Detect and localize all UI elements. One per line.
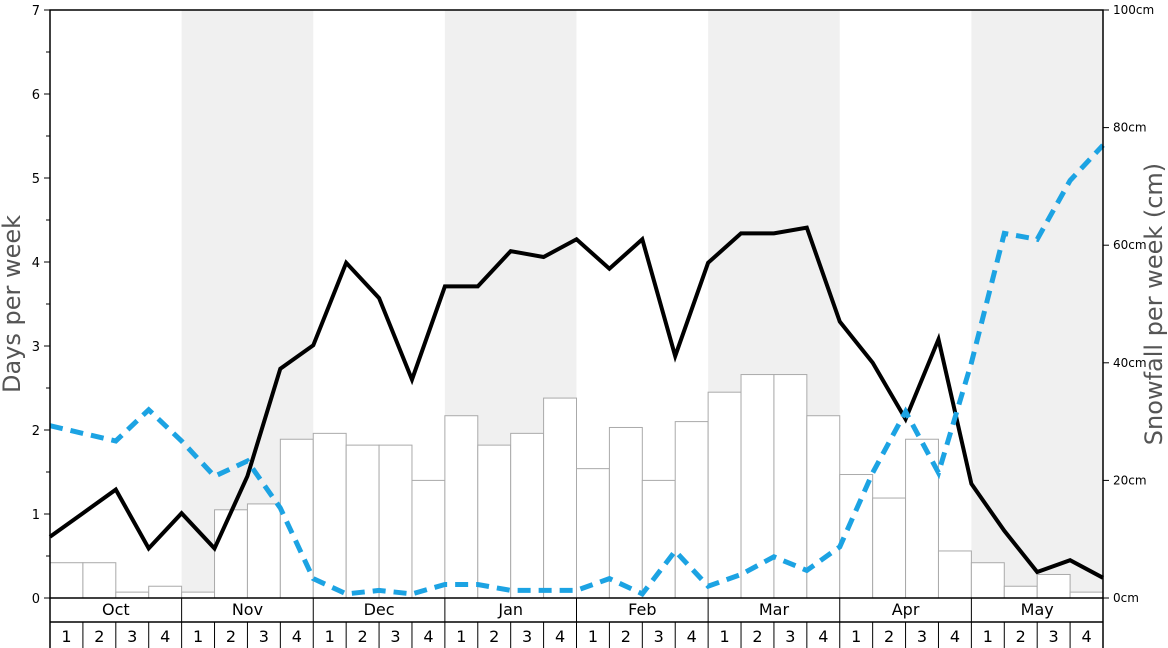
y-tick-label-left: 2 — [32, 424, 40, 439]
week-label: 2 — [621, 627, 631, 646]
bar-week-26 — [872, 497, 907, 599]
week-label: 1 — [719, 627, 729, 646]
week-label: 4 — [423, 627, 433, 646]
week-label: 3 — [917, 627, 927, 646]
y-tick-label-right: 60cm — [1113, 238, 1147, 252]
y-tick-label-right: 40cm — [1113, 356, 1147, 370]
bar-week-6 — [214, 509, 248, 599]
week-label: 1 — [456, 627, 466, 646]
bar-week-29 — [970, 562, 1005, 599]
bar-week-30 — [1003, 585, 1038, 599]
month-label-dec: Dec — [364, 600, 395, 619]
y-tick-label-left: 4 — [32, 256, 40, 271]
y-axis-title-right: Snowfall per week (cm) — [1140, 163, 1168, 445]
week-label: 3 — [390, 627, 400, 646]
bar-week-19 — [641, 479, 676, 599]
y-tick-label-right: 100cm — [1113, 3, 1154, 17]
bar-week-11 — [378, 444, 413, 599]
week-label: 1 — [983, 627, 993, 646]
month-label-apr: Apr — [892, 600, 920, 619]
weekly-bars — [49, 374, 1104, 599]
week-label: 2 — [489, 627, 499, 646]
y-tick-label-left: 0 — [32, 592, 40, 607]
bar-week-7 — [246, 503, 281, 599]
axis-labels: Days per week Snowfall per week (cm) — [0, 163, 1168, 445]
y-axis-title-left: Days per week — [0, 215, 26, 393]
week-label: 2 — [1016, 627, 1026, 646]
y-tick-label-left: 5 — [32, 172, 40, 187]
bar-week-20 — [674, 421, 709, 599]
bar-week-10 — [345, 444, 380, 599]
bar-week-5 — [181, 591, 216, 599]
week-label: 4 — [555, 627, 565, 646]
bar-week-16 — [543, 397, 577, 599]
week-label: 1 — [61, 627, 71, 646]
bar-week-4 — [148, 585, 183, 599]
bar-week-25 — [839, 474, 874, 599]
week-label: 3 — [127, 627, 137, 646]
week-label: 4 — [687, 627, 697, 646]
week-label: 1 — [325, 627, 335, 646]
bar-week-9 — [312, 432, 347, 599]
week-label: 1 — [588, 627, 598, 646]
month-label-mar: Mar — [759, 600, 790, 619]
week-label: 4 — [1081, 627, 1091, 646]
month-shade-may — [971, 10, 1103, 598]
week-label: 3 — [259, 627, 269, 646]
month-shading — [181, 10, 1103, 598]
bar-week-22 — [740, 374, 775, 599]
bar-week-28 — [937, 550, 972, 599]
bar-week-13 — [444, 415, 479, 599]
y-tick-label-left: 7 — [32, 4, 40, 19]
month-label-feb: Feb — [628, 600, 656, 619]
week-label: 2 — [226, 627, 236, 646]
week-label: 4 — [818, 627, 828, 646]
month-label-jan: Jan — [497, 600, 523, 619]
bar-week-14 — [477, 444, 512, 599]
week-label: 2 — [884, 627, 894, 646]
week-label: 2 — [752, 627, 762, 646]
bar-week-12 — [411, 479, 446, 599]
month-label-nov: Nov — [232, 600, 263, 619]
week-label: 3 — [522, 627, 532, 646]
snowfall-line — [49, 143, 1105, 598]
y-tick-label-left: 3 — [32, 340, 40, 355]
bar-week-15 — [510, 432, 545, 599]
bar-week-31 — [1036, 573, 1071, 599]
week-label: 3 — [785, 627, 795, 646]
bar-week-8 — [279, 438, 314, 599]
bar-week-1 — [49, 562, 84, 599]
snow-days-line — [48, 225, 1104, 580]
y-tick-label-right: 0cm — [1113, 591, 1139, 605]
y-tick-label-left: 1 — [32, 508, 40, 523]
week-label: 4 — [160, 627, 170, 646]
bar-week-3 — [115, 591, 150, 599]
bar-week-18 — [608, 426, 643, 599]
week-label: 2 — [94, 627, 104, 646]
bar-week-24 — [806, 415, 841, 599]
y-tick-label-right: 20cm — [1113, 473, 1147, 487]
y-tick-label-left: 6 — [32, 88, 40, 103]
week-label: 1 — [851, 627, 861, 646]
y-tick-label-right: 80cm — [1113, 121, 1147, 135]
month-label-oct: Oct — [102, 600, 130, 619]
bar-week-2 — [82, 562, 117, 599]
series-lines — [48, 143, 1105, 598]
week-label: 4 — [292, 627, 302, 646]
week-label: 4 — [950, 627, 960, 646]
month-label-may: May — [1021, 600, 1054, 619]
axes: 0 1 2 3 4 5 6 7 0cm 20cm 40cm 60cm 80cm 100cm Oct Nov De… — [32, 3, 1154, 648]
week-label: 2 — [358, 627, 368, 646]
week-label: 3 — [654, 627, 664, 646]
week-label: 3 — [1049, 627, 1059, 646]
week-label: 1 — [193, 627, 203, 646]
bar-week-32 — [1069, 591, 1104, 599]
bar-week-21 — [707, 391, 742, 599]
